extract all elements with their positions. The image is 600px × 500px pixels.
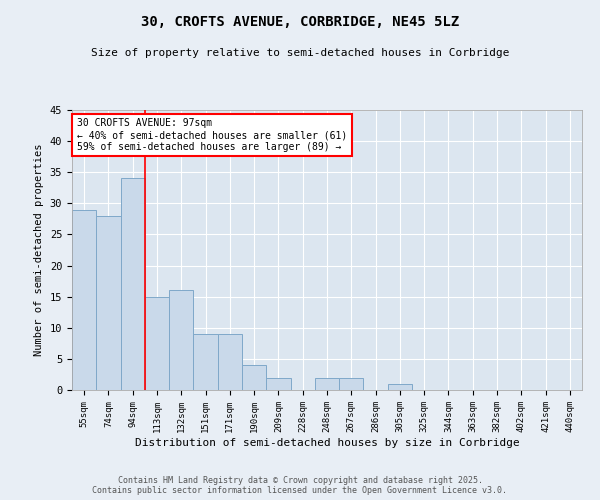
- Bar: [339, 378, 364, 390]
- Bar: [72, 210, 96, 390]
- Bar: [193, 334, 218, 390]
- Bar: [145, 296, 169, 390]
- Bar: [96, 216, 121, 390]
- Bar: [266, 378, 290, 390]
- Bar: [218, 334, 242, 390]
- Bar: [121, 178, 145, 390]
- Bar: [242, 365, 266, 390]
- Text: Size of property relative to semi-detached houses in Corbridge: Size of property relative to semi-detach…: [91, 48, 509, 58]
- Bar: [388, 384, 412, 390]
- Text: 30, CROFTS AVENUE, CORBRIDGE, NE45 5LZ: 30, CROFTS AVENUE, CORBRIDGE, NE45 5LZ: [141, 15, 459, 29]
- Bar: [315, 378, 339, 390]
- Text: Contains HM Land Registry data © Crown copyright and database right 2025.
Contai: Contains HM Land Registry data © Crown c…: [92, 476, 508, 495]
- Text: 30 CROFTS AVENUE: 97sqm
← 40% of semi-detached houses are smaller (61)
59% of se: 30 CROFTS AVENUE: 97sqm ← 40% of semi-de…: [77, 118, 347, 152]
- Bar: [169, 290, 193, 390]
- Y-axis label: Number of semi-detached properties: Number of semi-detached properties: [34, 144, 44, 356]
- X-axis label: Distribution of semi-detached houses by size in Corbridge: Distribution of semi-detached houses by …: [134, 438, 520, 448]
